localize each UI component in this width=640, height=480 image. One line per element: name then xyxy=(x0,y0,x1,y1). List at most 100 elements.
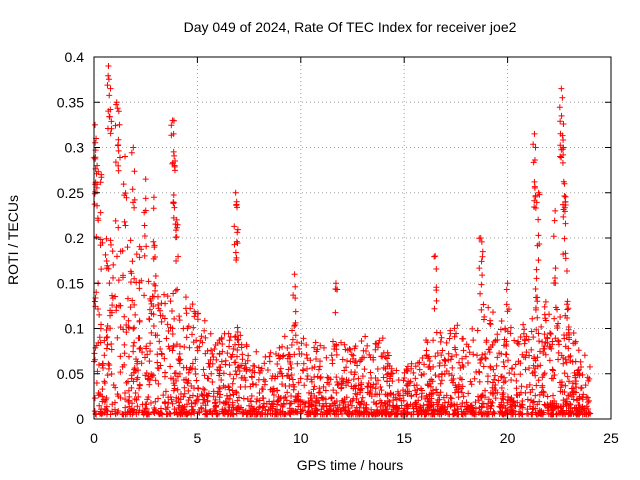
data-point xyxy=(156,410,163,417)
data-point xyxy=(136,243,143,250)
data-point xyxy=(186,366,193,373)
data-point xyxy=(137,345,144,352)
data-point xyxy=(525,336,532,343)
data-point xyxy=(121,218,128,225)
data-point xyxy=(531,178,538,185)
data-point xyxy=(430,337,437,344)
data-point xyxy=(495,377,502,384)
data-point xyxy=(150,303,157,310)
data-point xyxy=(541,303,548,310)
data-point xyxy=(503,351,510,358)
data-point xyxy=(214,339,221,346)
data-point xyxy=(170,130,177,137)
data-point xyxy=(482,354,489,361)
data-point xyxy=(187,305,194,312)
data-point xyxy=(174,221,181,228)
data-point xyxy=(234,226,241,233)
data-point xyxy=(301,382,308,389)
data-point xyxy=(221,330,228,337)
data-point xyxy=(170,148,177,155)
data-point xyxy=(216,384,223,391)
data-point xyxy=(400,397,407,404)
data-point xyxy=(550,233,557,240)
data-point xyxy=(122,153,129,160)
data-point xyxy=(96,311,103,318)
data-point xyxy=(292,308,299,315)
data-point xyxy=(175,356,182,363)
data-point xyxy=(154,359,161,366)
data-point xyxy=(427,383,434,390)
data-point xyxy=(485,304,492,311)
data-point xyxy=(284,389,291,396)
data-point xyxy=(136,382,143,389)
data-point xyxy=(201,327,208,334)
data-point xyxy=(420,407,427,414)
data-point xyxy=(513,385,520,392)
data-point xyxy=(575,410,582,417)
data-point xyxy=(414,359,421,366)
data-point xyxy=(174,386,181,393)
data-point xyxy=(482,387,489,394)
data-point xyxy=(433,297,440,304)
data-point xyxy=(449,364,456,371)
data-point xyxy=(217,364,224,371)
data-point xyxy=(585,397,592,404)
data-point xyxy=(333,389,340,396)
data-point xyxy=(533,326,540,333)
data-point xyxy=(151,281,158,288)
data-point xyxy=(224,350,231,357)
data-point xyxy=(477,290,484,297)
data-point xyxy=(208,347,215,354)
data-point xyxy=(247,383,254,390)
data-point xyxy=(131,204,138,211)
data-point xyxy=(378,387,385,394)
data-point xyxy=(184,380,191,387)
data-point xyxy=(489,399,496,406)
data-point xyxy=(235,394,242,401)
data-point xyxy=(503,286,510,293)
data-point xyxy=(239,356,246,363)
data-point xyxy=(201,391,208,398)
data-point xyxy=(522,366,529,373)
data-point xyxy=(364,409,371,416)
data-point xyxy=(355,375,362,382)
data-point xyxy=(144,376,151,383)
data-point xyxy=(213,411,220,418)
data-point xyxy=(379,410,386,417)
data-point xyxy=(519,398,526,405)
data-point xyxy=(579,371,586,378)
data-point xyxy=(431,253,438,260)
data-point xyxy=(125,398,132,405)
data-point xyxy=(150,372,157,379)
data-point xyxy=(136,285,143,292)
data-point xyxy=(532,357,539,364)
data-point xyxy=(235,403,242,410)
data-point xyxy=(115,136,122,143)
data-point xyxy=(421,361,428,368)
data-point xyxy=(183,310,190,317)
data-point xyxy=(507,324,514,331)
data-point xyxy=(234,229,241,236)
data-point xyxy=(209,360,216,367)
data-point xyxy=(436,360,443,367)
data-point xyxy=(523,333,530,340)
data-point xyxy=(103,326,110,333)
data-point xyxy=(541,342,548,349)
data-point xyxy=(101,352,108,359)
data-point xyxy=(284,372,291,379)
data-point xyxy=(140,411,147,418)
data-point xyxy=(561,235,568,242)
data-point xyxy=(274,398,281,405)
data-point xyxy=(131,196,138,203)
y-axis-label: ROTI / TECUs xyxy=(5,195,21,285)
data-point xyxy=(294,360,301,367)
data-point xyxy=(304,355,311,362)
data-point xyxy=(170,290,177,297)
data-point xyxy=(583,393,590,400)
data-point xyxy=(316,358,323,365)
data-point xyxy=(152,254,159,261)
data-point xyxy=(439,347,446,354)
data-point xyxy=(559,132,566,139)
data-point xyxy=(223,392,230,399)
data-point xyxy=(228,354,235,361)
